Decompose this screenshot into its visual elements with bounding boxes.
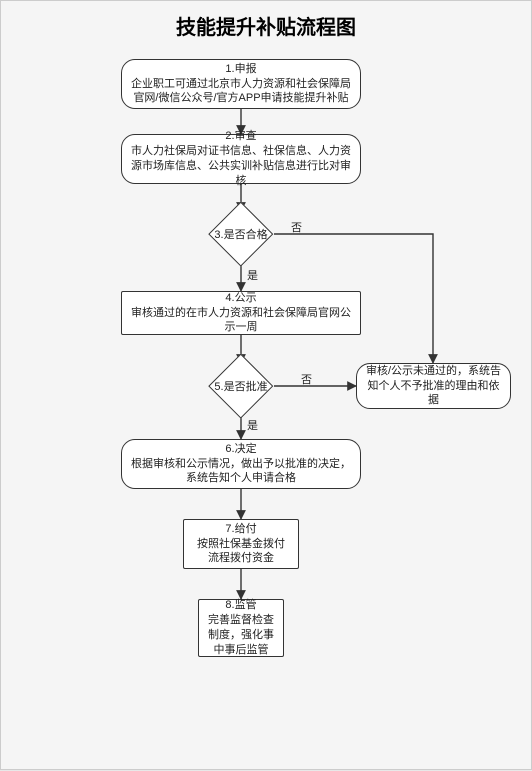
node-n1: 1.申报企业职工可通过北京市人力资源和社会保障局官网/微信公众号/官方APP申请… [121, 59, 361, 109]
decision-d2: 5.是否批准 [208, 363, 274, 409]
decision-d1: 3.是否合格 [208, 211, 274, 257]
node-n8: 8.监管完善监督检查制度，强化事中事后监管 [198, 599, 284, 657]
edge-label: 否 [301, 371, 312, 387]
node-text: 按照社保基金拨付流程拨付资金 [192, 537, 290, 567]
node-head: 7.给付 [225, 522, 256, 537]
node-head: 6.决定 [225, 442, 256, 457]
node-text: 完善监督检查制度，强化事中事后监管 [207, 613, 275, 658]
node-n7: 7.给付按照社保基金拨付流程拨付资金 [183, 519, 299, 569]
node-n6: 6.决定根据审核和公示情况，做出予以批准的决定，系统告知个人申请合格 [121, 439, 361, 489]
node-r5: 审核/公示未通过的，系统告知个人不予批准的理由和依据 [356, 363, 511, 409]
decision-label: 3.是否合格 [214, 226, 267, 242]
flowchart-canvas: 技能提升补贴流程图 1.申报企业职工可通过北京市人力资源和社会保障局官网/微信公… [0, 0, 532, 770]
edge-label: 是 [247, 267, 258, 283]
node-text: 审核通过的在市人力资源和社会保障局官网公示一周 [130, 306, 352, 336]
node-text: 企业职工可通过北京市人力资源和社会保障局官网/微信公众号/官方APP申请技能提升… [130, 77, 352, 107]
decision-label: 5.是否批准 [214, 378, 267, 394]
node-text: 审核/公示未通过的，系统告知个人不予批准的理由和依据 [365, 364, 502, 409]
node-head: 1.申报 [225, 62, 256, 77]
node-head: 4.公示 [225, 291, 256, 306]
page-title: 技能提升补贴流程图 [1, 11, 531, 40]
edge-label: 否 [291, 219, 302, 235]
node-text: 市人力社保局对证书信息、社保信息、人力资源市场库信息、公共实训补贴信息进行比对审… [130, 144, 352, 189]
edge-label: 是 [247, 417, 258, 433]
node-text: 根据审核和公示情况，做出予以批准的决定，系统告知个人申请合格 [130, 457, 352, 487]
node-n2: 2.审查市人力社保局对证书信息、社保信息、人力资源市场库信息、公共实训补贴信息进… [121, 134, 361, 184]
node-n4: 4.公示审核通过的在市人力资源和社会保障局官网公示一周 [121, 291, 361, 335]
node-head: 8.监管 [225, 598, 256, 613]
node-head: 2.审查 [225, 129, 256, 144]
